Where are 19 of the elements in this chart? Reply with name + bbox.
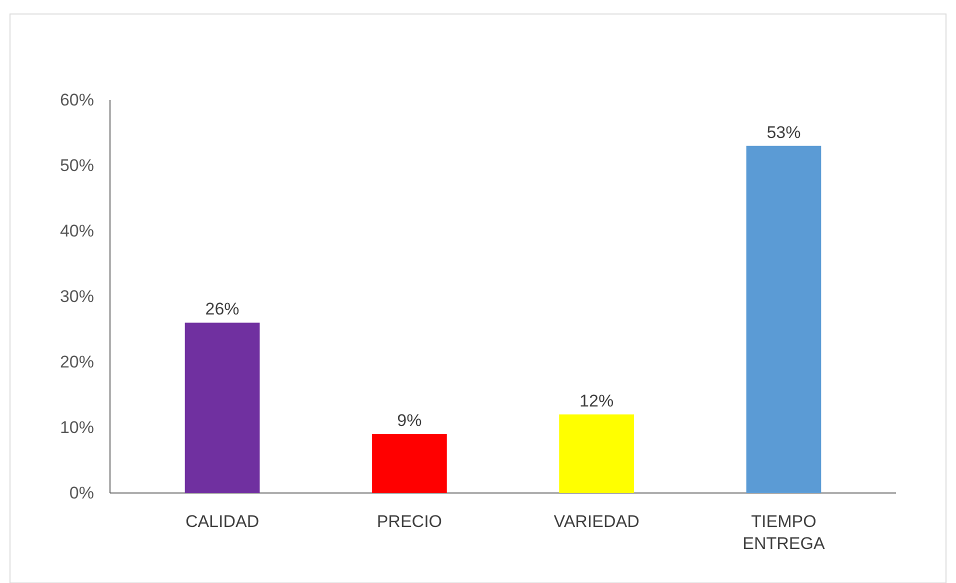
bar [184, 322, 260, 493]
y-tick-label: 0% [69, 483, 94, 502]
data-label: 12% [580, 391, 614, 410]
y-tick-label: 40% [60, 221, 94, 240]
data-label: 53% [766, 122, 801, 142]
data-label: 26% [205, 300, 240, 319]
bar [746, 146, 822, 493]
y-tick-label: 20% [60, 352, 94, 372]
y-tick-label: 50% [60, 156, 94, 175]
x-tick-label: CALIDAD [185, 512, 260, 532]
x-tick-label: PRECIO [376, 512, 442, 532]
y-tick-label: 60% [60, 90, 94, 110]
bar [559, 414, 634, 493]
data-label: 9% [397, 411, 422, 430]
x-tick-label: TIEMPO ENTREGA [742, 512, 826, 554]
y-tick-label: 30% [60, 286, 94, 306]
y-tick-label: 10% [60, 418, 94, 437]
x-tick-label: VARIEDAD [554, 512, 640, 532]
bar [372, 434, 447, 493]
